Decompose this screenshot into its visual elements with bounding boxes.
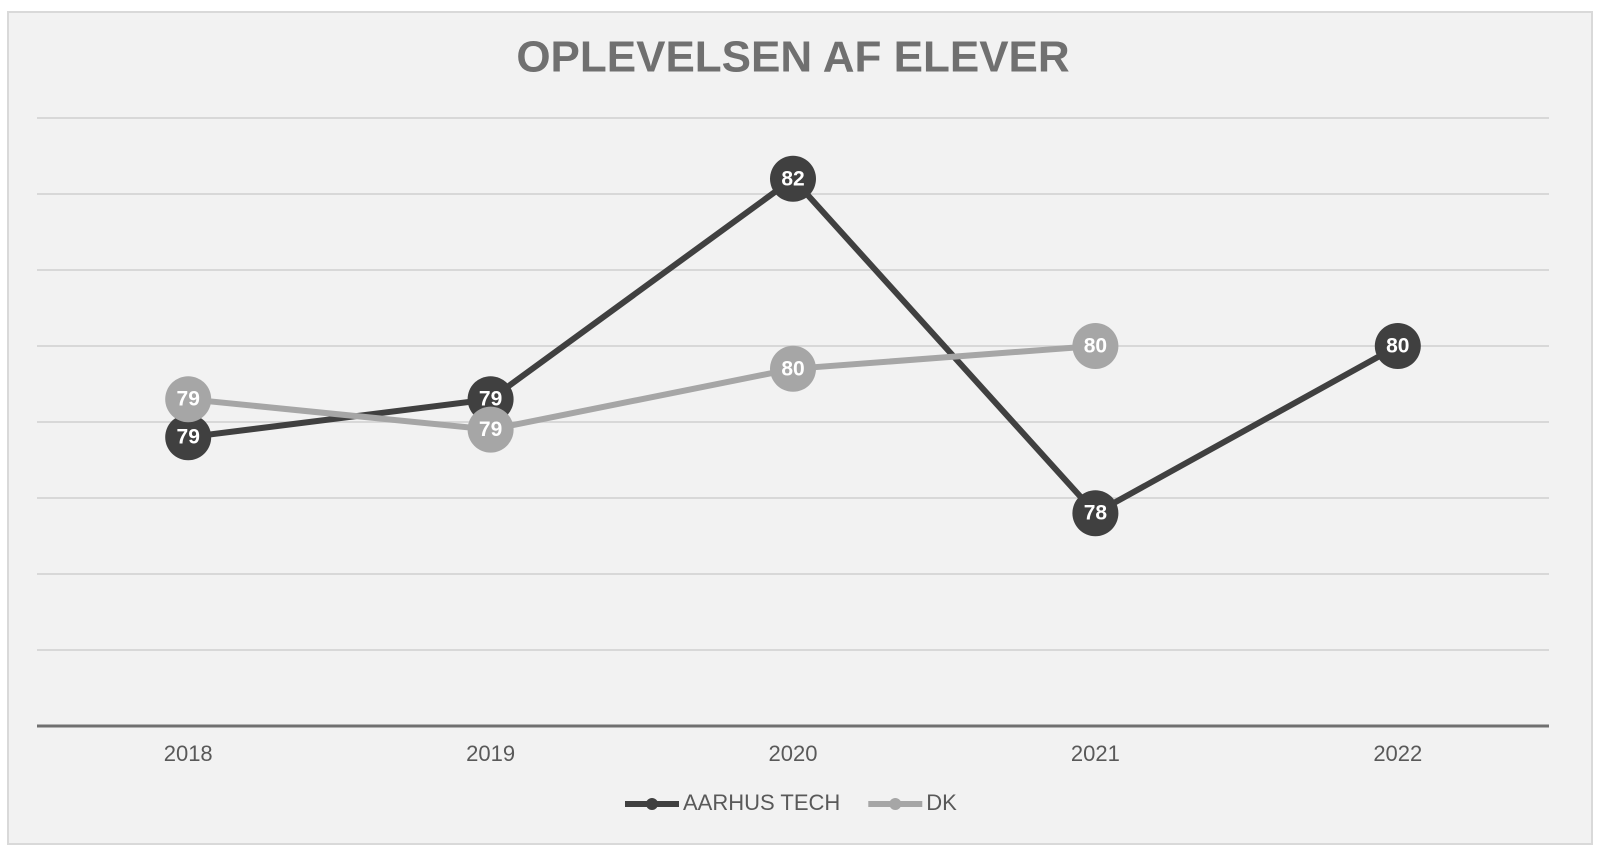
series-line bbox=[187, 343, 1096, 433]
data-label: 80 bbox=[1386, 335, 1409, 358]
data-label: 79 bbox=[479, 388, 502, 411]
data-point bbox=[165, 414, 212, 461]
legend-marker bbox=[646, 798, 658, 810]
data-point bbox=[770, 345, 816, 392]
x-tick-label: 2020 bbox=[769, 741, 818, 766]
data-label: 79 bbox=[479, 418, 502, 441]
x-tick-label: 2021 bbox=[1071, 741, 1120, 766]
data-label: 80 bbox=[1084, 335, 1107, 358]
data-label: 80 bbox=[781, 357, 804, 380]
chart-title: OPLEVELSEN AF ELEVER bbox=[516, 33, 1069, 82]
data-point bbox=[165, 376, 212, 423]
legend-label: AARHUS TECH bbox=[683, 790, 840, 815]
data-point bbox=[770, 155, 816, 202]
data-label: 79 bbox=[177, 426, 200, 449]
data-label: 79 bbox=[177, 388, 200, 411]
data-point bbox=[1072, 490, 1119, 537]
data-point bbox=[467, 406, 514, 453]
x-tick-label: 2018 bbox=[164, 741, 213, 766]
data-point bbox=[1072, 323, 1119, 369]
data-label: 78 bbox=[1084, 502, 1108, 525]
legend-label: DK bbox=[926, 790, 957, 815]
data-point bbox=[1374, 323, 1421, 369]
x-tick-label: 2022 bbox=[1373, 741, 1422, 766]
x-tick-label: 2019 bbox=[466, 741, 515, 766]
data-label: 82 bbox=[781, 167, 804, 190]
legend-marker bbox=[889, 798, 902, 810]
